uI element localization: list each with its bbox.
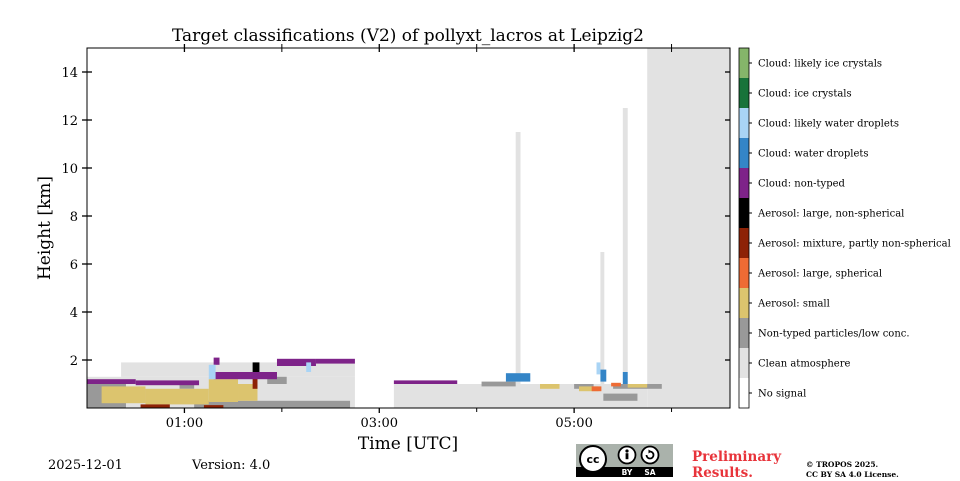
colorbar-label: Cloud: likely water droplets xyxy=(758,119,899,130)
sa-share-alike-icon xyxy=(640,445,660,465)
colorbar-swatch xyxy=(739,258,749,288)
class-region-1 xyxy=(515,132,521,384)
class-region-3 xyxy=(101,386,146,404)
class-region-2 xyxy=(179,381,195,389)
colorbar-label: Aerosol: large, non-spherical xyxy=(757,209,904,220)
class-region-2 xyxy=(481,381,516,387)
class-region-7 xyxy=(135,380,200,386)
colorbar-swatch xyxy=(739,78,749,108)
class-region-2 xyxy=(267,376,287,384)
class-region-3 xyxy=(540,384,560,389)
colorbar-label: Cloud: non-typed xyxy=(758,179,846,190)
colorbar: No signal Clean atmosphere Non-typed parti… xyxy=(738,47,951,409)
cc-license-logo: cc BY SA xyxy=(576,444,673,477)
colorbar-swatch xyxy=(739,378,749,408)
class-region-9 xyxy=(208,364,216,380)
colorbar-label: Aerosol: large, spherical xyxy=(757,269,882,280)
colorbar-label: Aerosol: small xyxy=(757,299,830,310)
class-region-6 xyxy=(252,362,260,375)
colorbar-swatch xyxy=(739,108,749,138)
class-region-5 xyxy=(252,374,258,389)
class-region-7 xyxy=(276,358,316,366)
class-region-3 xyxy=(208,379,239,402)
class-region-8 xyxy=(505,373,531,382)
class-region-7 xyxy=(213,357,220,365)
class-region-7 xyxy=(87,379,136,384)
preliminary-results-note: Preliminary Results. xyxy=(692,449,782,481)
colorbar-swatch xyxy=(739,48,749,78)
x-tick-label: 01:00 xyxy=(166,416,203,431)
class-region-1 xyxy=(622,108,628,384)
svg-text:BY: BY xyxy=(622,468,633,477)
class-region-2 xyxy=(194,400,351,408)
class-region-3 xyxy=(145,388,209,405)
colorbar-swatch xyxy=(739,288,749,318)
colorbar-swatch xyxy=(739,168,749,198)
x-axis-label: Time [UTC] xyxy=(358,434,458,454)
class-region-7 xyxy=(213,372,277,380)
colorbar-label: Aerosol: mixture, partly non-spherical xyxy=(757,239,951,250)
y-tick-label: 10 xyxy=(61,162,78,177)
colorbar-swatch xyxy=(739,198,749,228)
class-region-1 xyxy=(600,252,605,384)
class-region-9 xyxy=(306,362,312,372)
svg-text:cc: cc xyxy=(586,453,599,466)
y-tick-label: 4 xyxy=(70,306,78,321)
plot-area xyxy=(87,48,730,408)
class-region-4 xyxy=(591,386,602,392)
copyright-line: © TROPOS 2025. xyxy=(806,460,879,469)
y-tick-label: 2 xyxy=(70,354,78,369)
plot-background xyxy=(87,48,730,408)
colorbar-label: Non-typed particles/low conc. xyxy=(758,329,910,340)
y-tick-label: 6 xyxy=(70,258,78,273)
class-region-3 xyxy=(578,386,599,392)
class-region-2 xyxy=(603,393,638,401)
class-region-8 xyxy=(622,372,628,384)
class-region-5 xyxy=(203,405,224,408)
svg-text:SA: SA xyxy=(644,468,655,477)
class-region-7 xyxy=(315,358,355,364)
colorbar-frame xyxy=(738,47,750,409)
colorbar-swatch xyxy=(739,348,749,378)
y-axis-label: Height [km] xyxy=(35,176,55,280)
copyright-notice: © TROPOS 2025. CC BY SA 4.0 License. xyxy=(806,460,899,480)
colorbar-label: Cloud: likely ice crystals xyxy=(758,59,882,70)
colorbar-label: Clean atmosphere xyxy=(758,359,851,370)
colorbar-label: No signal xyxy=(758,389,806,400)
cc-icon xyxy=(579,445,607,473)
y-tick-label: 12 xyxy=(61,114,78,129)
class-region-9 xyxy=(596,362,601,375)
colorbar-swatch xyxy=(739,138,749,168)
class-region-8 xyxy=(600,369,607,382)
chart-title: Target classifications (V2) of pollyxt_l… xyxy=(172,26,644,46)
colorbar-label: Cloud: water droplets xyxy=(758,149,869,160)
class-region-7 xyxy=(393,380,458,384)
colorbar-swatch xyxy=(739,228,749,258)
x-tick-label: 03:00 xyxy=(361,416,398,431)
class-region-5 xyxy=(140,404,170,408)
class-region-3 xyxy=(627,384,648,388)
y-tick-label: 8 xyxy=(70,210,78,225)
class-region-4 xyxy=(611,382,621,387)
x-tick-label: 05:00 xyxy=(555,416,592,431)
colorbar-label: Cloud: ice crystals xyxy=(758,89,852,100)
y-tick-label: 14 xyxy=(61,66,78,81)
plot-frame xyxy=(86,47,731,409)
colorbar-swatch xyxy=(739,318,749,348)
footer-version: Version: 4.0 xyxy=(192,458,271,473)
class-region-1 xyxy=(647,48,730,408)
footer-date: 2025-12-01 xyxy=(48,458,123,473)
license-line: CC BY SA 4.0 License. xyxy=(806,470,899,479)
axes: 2 4 6 8 10 12 14 01:00 03:00 05:00 xyxy=(61,44,731,431)
